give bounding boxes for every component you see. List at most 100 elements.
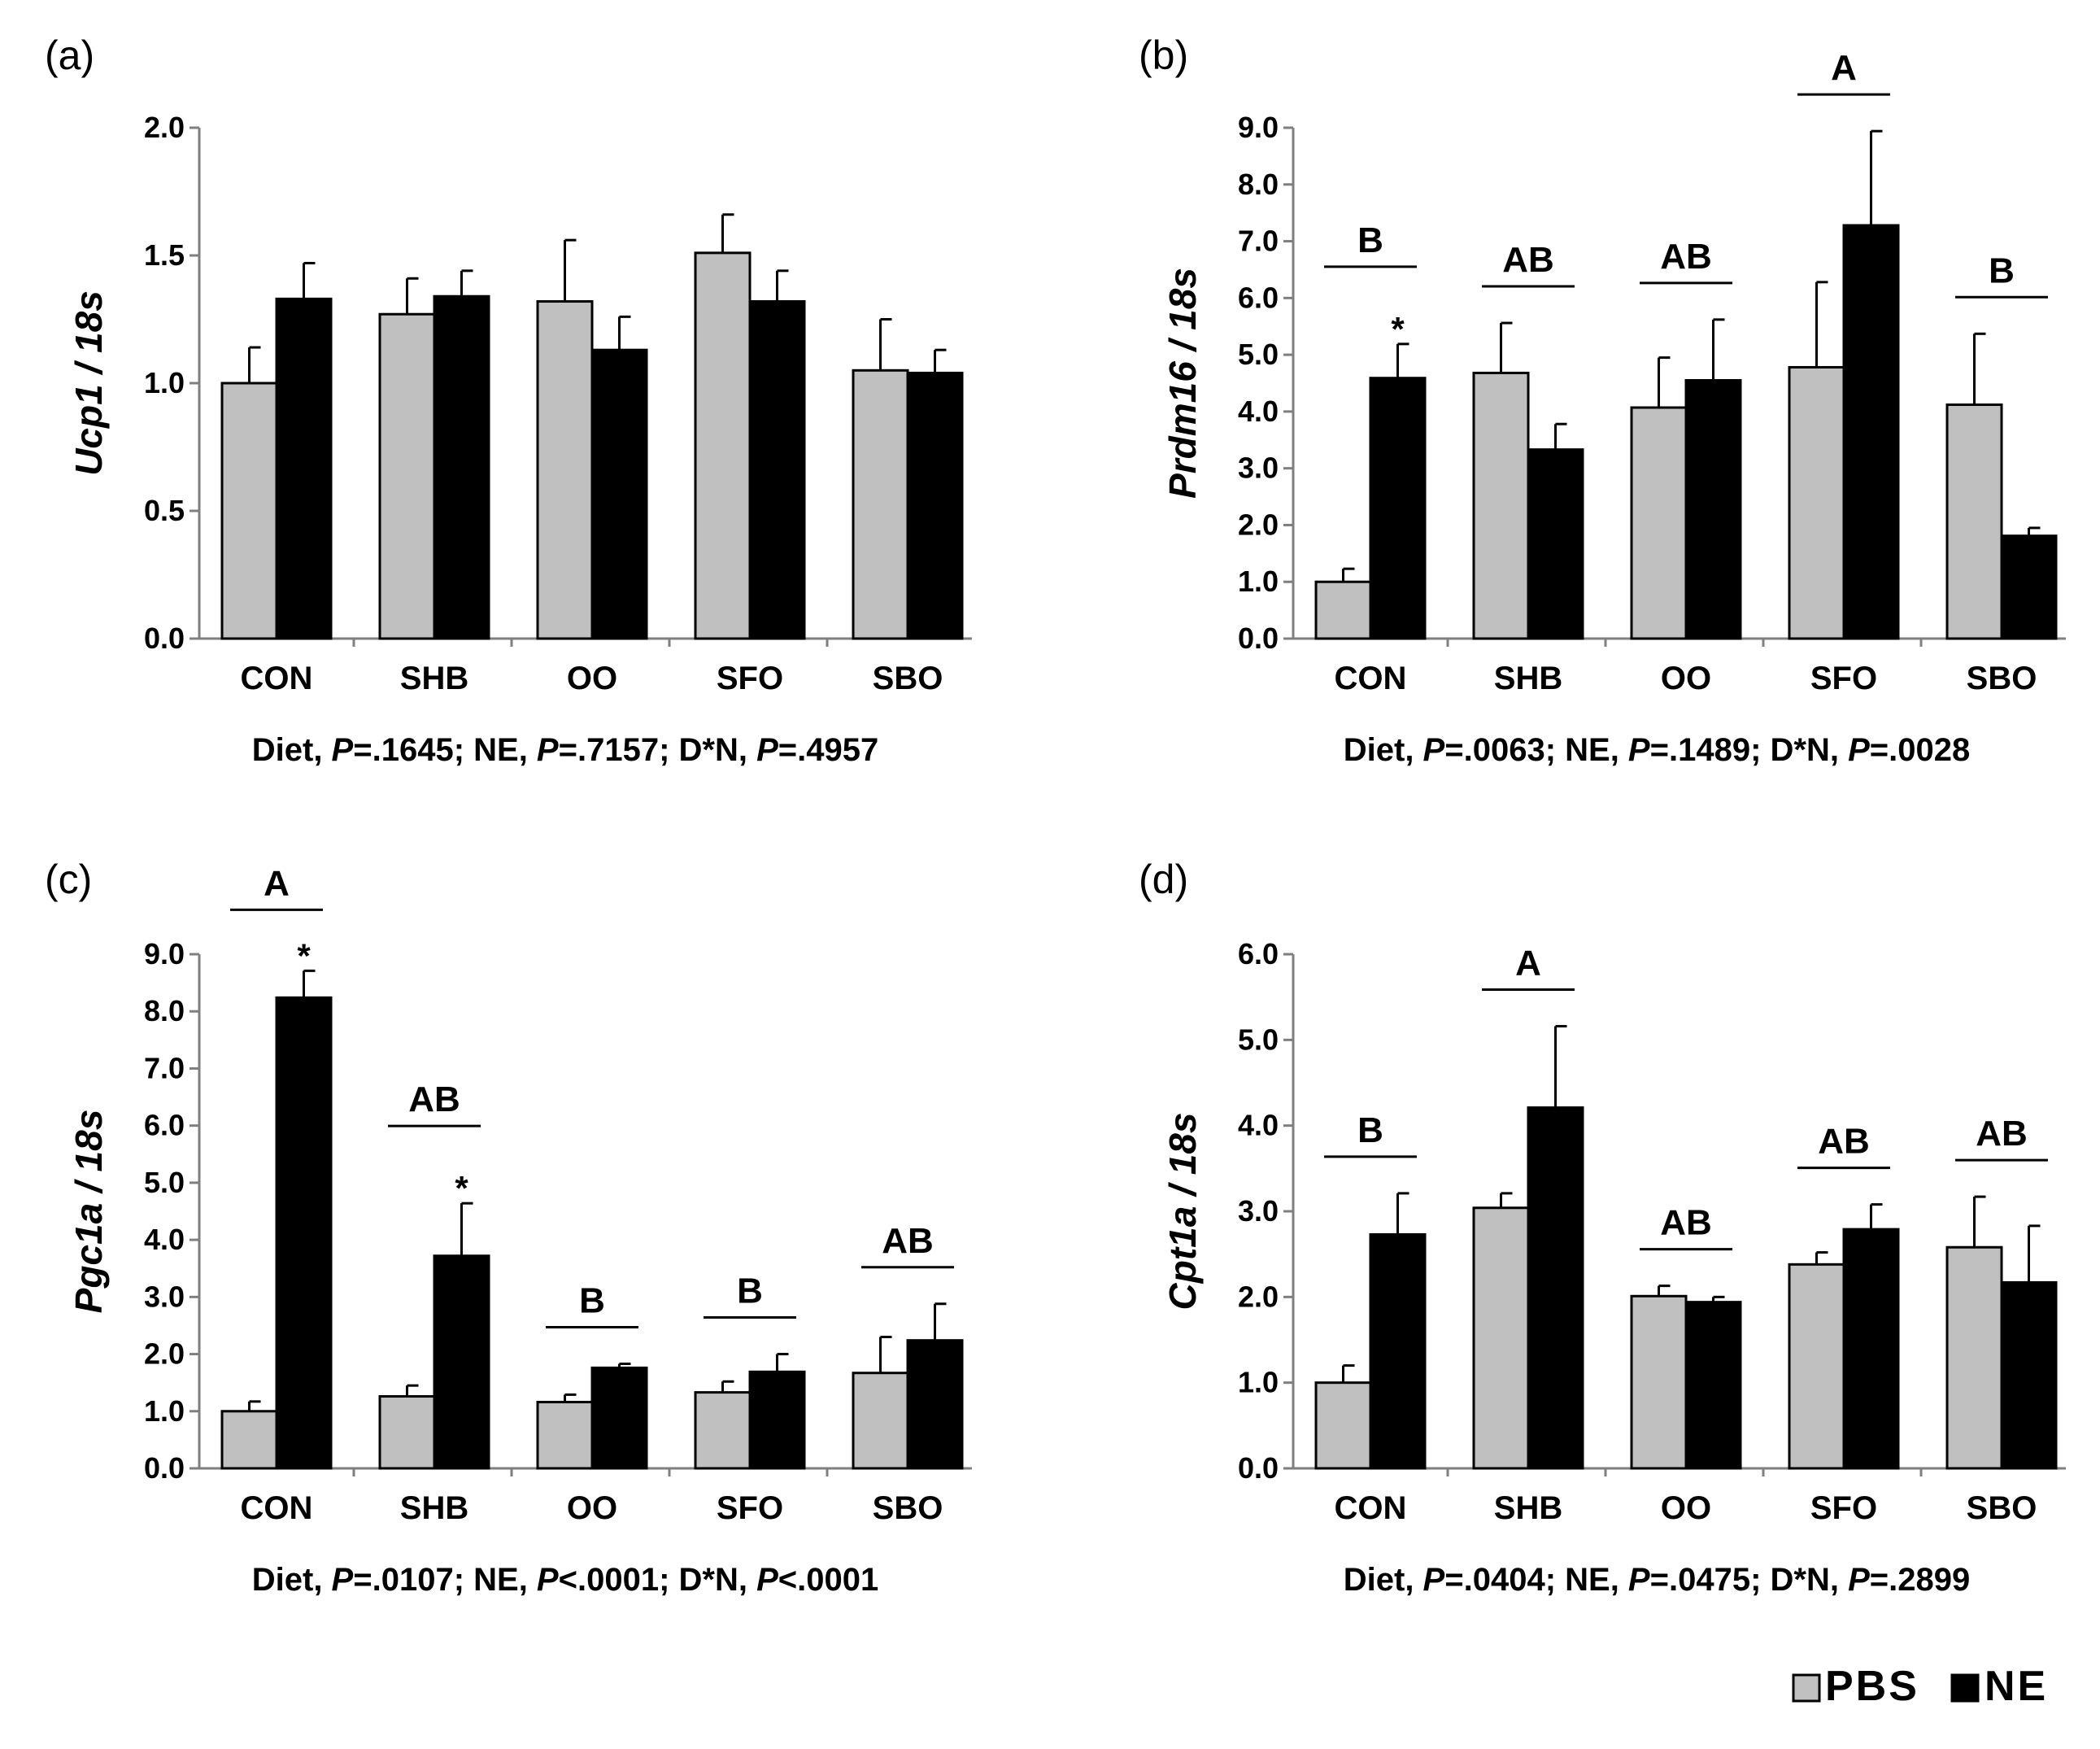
x-category-label: OO xyxy=(1661,661,1711,696)
y-tick-label: 7.0 xyxy=(144,1051,185,1084)
y-tick-label: 6.0 xyxy=(1238,937,1279,970)
x-category-label: SHB xyxy=(1494,661,1562,696)
bar-pbs-oo xyxy=(536,300,594,640)
group-letter: AB xyxy=(1818,1122,1870,1162)
x-category-label: SBO xyxy=(873,1490,943,1526)
stats-caption-part: P xyxy=(1423,1562,1445,1598)
bar-pbs-sfo xyxy=(694,251,752,640)
group-letter: AB xyxy=(1660,1203,1712,1243)
legend: PBS NE xyxy=(1792,1663,2048,1710)
bar-ne-sfo xyxy=(1842,1228,1900,1470)
y-tick-label: 2.0 xyxy=(1238,508,1279,541)
bar-ne-sfo xyxy=(1842,224,1900,640)
bar-ne-oo xyxy=(1684,1301,1742,1470)
x-category-label: SHB xyxy=(400,1490,468,1526)
group-letter: B xyxy=(1357,220,1383,260)
group-letter: B xyxy=(737,1271,763,1311)
bar-ne-sbo xyxy=(906,1339,964,1470)
stats-caption-part: =.0404; NE, xyxy=(1444,1562,1628,1598)
bar-ne-oo xyxy=(590,1366,648,1470)
group-letter: A xyxy=(1831,48,1857,88)
bar-pbs-con xyxy=(1314,580,1372,640)
stats-caption-part: Diet, xyxy=(252,1562,332,1598)
stats-caption: Diet, P=.0404; NE, P=.0475; D*N, P=.2899 xyxy=(1344,1562,1970,1598)
chart-panel-1: (b) 0.0 1.0 2.0 3.0 4.0 5.0 6.0 7.0 8.0 9.0 Prdm16 … xyxy=(1139,33,2066,768)
x-category-label: SFO xyxy=(717,661,783,696)
x-category-label: SBO xyxy=(1967,1490,2037,1526)
stats-caption-part: =.4957 xyxy=(778,732,878,768)
bar-ne-shb xyxy=(433,294,490,640)
stats-caption-part: P xyxy=(1628,1562,1650,1598)
y-tick-label: 3.0 xyxy=(144,1280,185,1313)
stats-caption: Diet, P=.0063; NE, P=.1489; D*N, P=.0028 xyxy=(1344,732,1970,768)
x-category-label: CON xyxy=(1335,661,1407,696)
y-tick-label: 8.0 xyxy=(1238,168,1279,201)
y-tick-label: 2.0 xyxy=(144,111,185,144)
legend-swatch-pbs xyxy=(1792,1673,1821,1703)
bar-ne-con xyxy=(1369,1232,1427,1470)
bar-ne-con xyxy=(275,996,333,1470)
y-tick-label: 0.5 xyxy=(144,494,185,527)
x-category-label: OO xyxy=(567,661,617,696)
stats-caption-part: Diet, xyxy=(1344,732,1423,768)
y-tick-label: 1.0 xyxy=(1238,565,1279,598)
x-category-label: OO xyxy=(1661,1490,1711,1526)
bar-pbs-sfo xyxy=(1788,365,1845,640)
stats-caption-part: P xyxy=(1628,732,1650,768)
y-tick-label: 5.0 xyxy=(1238,338,1279,371)
bar-ne-sfo xyxy=(748,1370,806,1470)
bar-pbs-sbo xyxy=(852,369,909,640)
group-letter: AB xyxy=(882,1221,934,1261)
group-letter: B xyxy=(579,1280,605,1320)
stats-caption-part: P xyxy=(756,1562,778,1598)
x-category-label: SHB xyxy=(400,661,468,696)
bar-pbs-shb xyxy=(1472,1206,1530,1470)
legend-label-ne: NE xyxy=(1985,1663,2048,1710)
group-letter: A xyxy=(1515,943,1541,983)
stats-caption-part: Diet, xyxy=(1344,1562,1423,1598)
y-tick-label: 9.0 xyxy=(144,937,185,970)
y-tick-label: 5.0 xyxy=(144,1166,185,1199)
y-tick-label: 2.0 xyxy=(1238,1280,1279,1313)
x-category-label: CON xyxy=(241,661,313,696)
stats-caption-part: P xyxy=(1423,732,1445,768)
stats-caption-part: P xyxy=(332,1562,354,1598)
y-tick-label: 1.0 xyxy=(144,366,185,399)
y-tick-label: 9.0 xyxy=(1238,111,1279,144)
bar-pbs-sfo xyxy=(1788,1263,1845,1470)
y-tick-label: 4.0 xyxy=(1238,1109,1279,1142)
x-category-label: SFO xyxy=(1810,1490,1877,1526)
stats-caption: Diet, P=.0107; NE, P<.0001; D*N, P<.0001 xyxy=(252,1562,878,1598)
stats-caption-part: P xyxy=(537,1562,559,1598)
stats-caption-part: =.0107; NE, xyxy=(353,1562,537,1598)
chart-panel-3: (d) 0.0 1.0 2.0 3.0 4.0 5.0 6.0 Cpt1a / 18s CON B S… xyxy=(1139,857,2066,1598)
y-tick-label: 0.0 xyxy=(144,1451,185,1485)
bar-pbs-oo xyxy=(1630,406,1688,640)
y-tick-label: 1.5 xyxy=(144,238,185,272)
bar-pbs-sbo xyxy=(1945,403,2003,640)
bar-pbs-con xyxy=(220,382,278,640)
stats-caption-part: P xyxy=(332,732,354,768)
stats-caption-part: <.0001 xyxy=(778,1562,878,1598)
bar-ne-con xyxy=(275,297,333,640)
x-category-label: SHB xyxy=(1494,1490,1562,1526)
stats-caption-part: P xyxy=(756,732,778,768)
bar-pbs-con xyxy=(1314,1381,1372,1470)
significance-star: * xyxy=(1391,310,1405,348)
bar-pbs-shb xyxy=(378,312,436,640)
stats-caption: Diet, P=.1645; NE, P=.7157; D*N, P=.4957 xyxy=(252,732,878,768)
x-category-label: CON xyxy=(1335,1490,1407,1526)
stats-caption-part: =.7157; D*N, xyxy=(559,732,756,768)
x-category-label: SFO xyxy=(1810,661,1877,696)
y-tick-label: 6.0 xyxy=(1238,281,1279,314)
y-tick-label: 1.0 xyxy=(1238,1366,1279,1399)
bar-ne-sbo xyxy=(906,371,964,640)
group-letter: AB xyxy=(408,1079,460,1119)
y-tick-label: 8.0 xyxy=(144,994,185,1027)
bar-pbs-shb xyxy=(1472,371,1530,640)
stats-caption-part: =.0063; NE, xyxy=(1444,732,1628,768)
bar-ne-sbo xyxy=(2000,534,2058,640)
y-tick-label: 2.0 xyxy=(144,1337,185,1371)
bar-ne-shb xyxy=(1527,448,1584,640)
stats-caption-part: =.1489; D*N, xyxy=(1650,732,1848,768)
